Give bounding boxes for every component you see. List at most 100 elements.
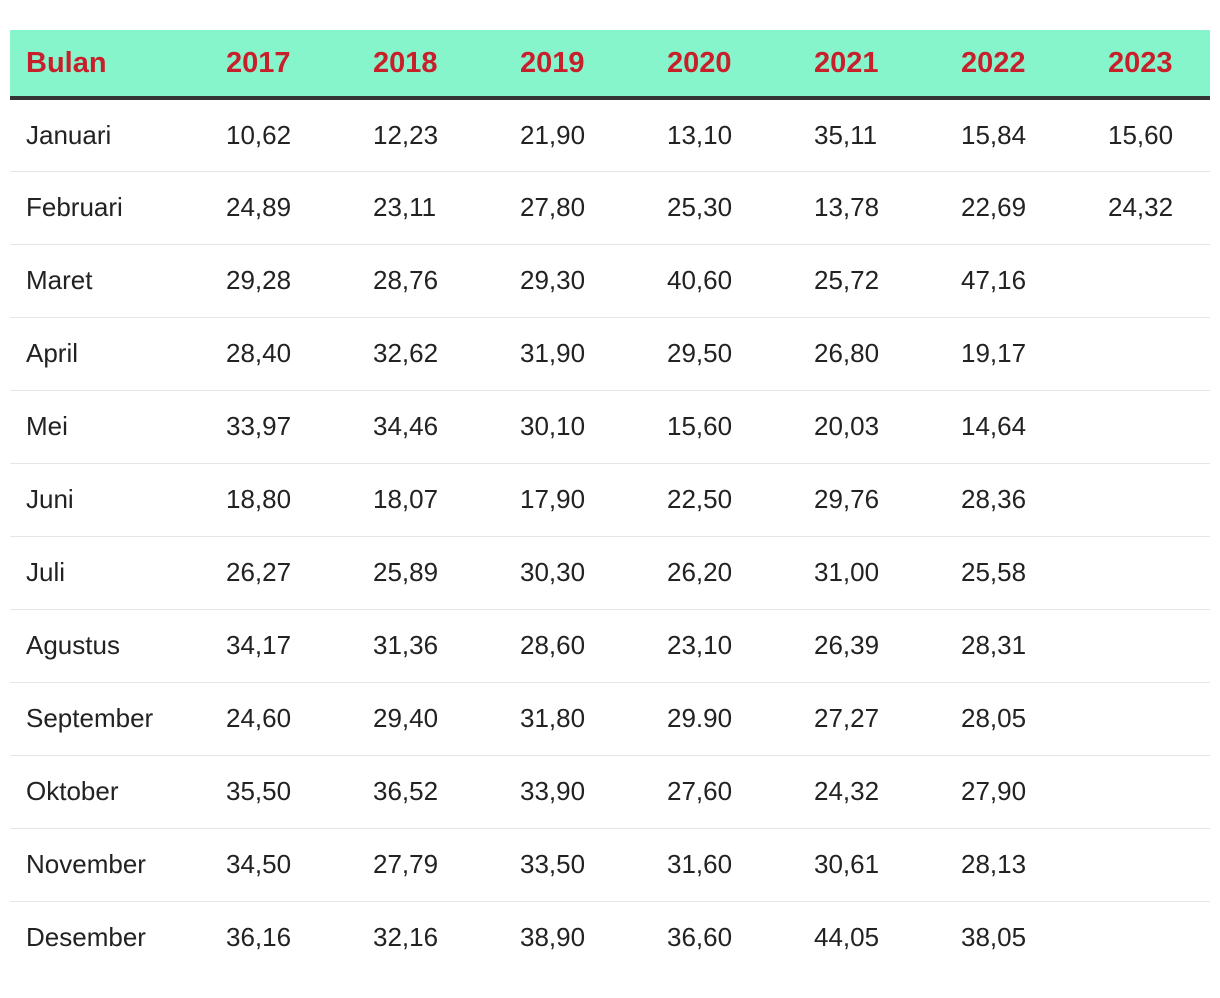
value-cell: 34,50 — [226, 849, 292, 879]
value-cell: 33,50 — [520, 849, 586, 879]
value-cell: 13,78 — [814, 192, 880, 222]
month-cell: Agustus — [26, 630, 120, 660]
value-cell — [1092, 828, 1210, 901]
value-cell: 31,60 — [667, 849, 733, 879]
table-row: Februari 24,89 23,11 27,80 25,30 13,78 22,69 24… — [10, 171, 1210, 244]
value-cell: 24,32 — [814, 776, 880, 806]
monthly-data-table: Bulan 2017 2018 2019 2020 2021 2022 2023… — [10, 30, 1210, 974]
value-cell: 26,80 — [814, 338, 880, 368]
value-cell — [1092, 755, 1210, 828]
value-cell: 15,60 — [667, 411, 733, 441]
value-cell: 26,27 — [226, 557, 292, 587]
month-cell: Juni — [26, 484, 74, 514]
month-cell: April — [26, 338, 79, 368]
value-cell: 33,90 — [520, 776, 586, 806]
value-cell: 22,69 — [961, 192, 1027, 222]
value-cell: 33,97 — [226, 411, 292, 441]
value-cell: 27,27 — [814, 703, 880, 733]
value-cell: 10,62 — [226, 119, 292, 150]
value-cell: 32,62 — [373, 338, 439, 368]
value-cell: 15,84 — [961, 119, 1027, 150]
value-cell: 29,50 — [667, 338, 733, 368]
value-cell: 30,30 — [520, 557, 586, 587]
value-cell — [1092, 682, 1210, 755]
month-cell: September — [26, 703, 154, 733]
value-cell: 14,64 — [961, 411, 1027, 441]
value-cell — [1092, 609, 1210, 682]
table-row: April 28,40 32,62 31,90 29,50 26,80 19,17 — [10, 317, 1210, 390]
value-cell: 23,10 — [667, 630, 733, 660]
value-cell: 32,16 — [373, 922, 439, 953]
month-cell: Oktober — [26, 776, 119, 806]
table-body: Januari 10,62 12,23 21,90 13,10 35,11 15,84 15,… — [10, 98, 1210, 974]
value-cell: 20,03 — [814, 411, 880, 441]
value-cell: 34,17 — [226, 630, 292, 660]
month-cell: November — [26, 849, 146, 879]
value-cell: 36,16 — [226, 922, 292, 953]
value-cell: 28,13 — [961, 849, 1027, 879]
value-cell: 28,40 — [226, 338, 292, 368]
value-cell: 30,10 — [520, 411, 586, 441]
value-cell: 28,36 — [961, 484, 1027, 514]
month-cell: Februari — [26, 192, 123, 222]
value-cell: 29,40 — [373, 703, 439, 733]
header-cell-year: 2023 — [1092, 30, 1210, 100]
value-cell: 36,52 — [373, 776, 439, 806]
table-row: Desember 36,16 32,16 38,90 36,60 44,05 38,05 — [10, 901, 1210, 974]
table-row: Maret 29,28 28,76 29,30 40,60 25,72 47,16 — [10, 244, 1210, 317]
value-cell: 38,05 — [961, 922, 1027, 953]
value-cell — [1092, 390, 1210, 463]
month-cell: Juli — [26, 557, 66, 587]
value-cell: 26,39 — [814, 630, 880, 660]
value-cell: 34,46 — [373, 411, 439, 441]
value-cell: 31,00 — [814, 557, 880, 587]
value-cell — [1092, 317, 1210, 390]
table-row: Januari 10,62 12,23 21,90 13,10 35,11 15,84 15,… — [10, 98, 1210, 171]
value-cell: 29,30 — [520, 265, 586, 295]
header-cell-year: 2017 — [210, 30, 357, 100]
value-cell: 29,28 — [226, 265, 292, 295]
table-row: Agustus 34,17 31,36 28,60 23,10 26,39 28,31 — [10, 609, 1210, 682]
value-cell: 29.90 — [667, 703, 733, 733]
value-cell: 28,05 — [961, 703, 1027, 733]
value-cell: 35,11 — [814, 119, 878, 150]
value-cell — [1092, 901, 1210, 974]
value-cell: 12,23 — [373, 119, 439, 150]
value-cell — [1092, 463, 1210, 536]
value-cell: 40,60 — [667, 265, 733, 295]
month-cell: Januari — [26, 119, 112, 150]
value-cell: 27,60 — [667, 776, 733, 806]
value-cell: 31,90 — [520, 338, 586, 368]
value-cell: 27,80 — [520, 192, 586, 222]
value-cell: 21,90 — [520, 119, 586, 150]
value-cell: 25,89 — [373, 557, 439, 587]
value-cell: 47,16 — [961, 265, 1027, 295]
value-cell: 13,10 — [667, 119, 733, 150]
value-cell — [1092, 244, 1210, 317]
value-cell: 28,31 — [961, 630, 1027, 660]
value-cell: 28,76 — [373, 265, 439, 295]
value-cell: 26,20 — [667, 557, 733, 587]
value-cell: 25,30 — [667, 192, 733, 222]
header-cell-year: 2019 — [504, 30, 651, 100]
value-cell: 35,50 — [226, 776, 292, 806]
header-row: Bulan 2017 2018 2019 2020 2021 2022 2023 — [10, 30, 1210, 100]
month-cell: Desember — [26, 922, 146, 953]
value-cell — [1092, 536, 1210, 609]
value-cell: 23,11 — [373, 192, 437, 222]
header-cell-year: 2018 — [357, 30, 504, 100]
table-row: Juli 26,27 25,89 30,30 26,20 31,00 25,58 — [10, 536, 1210, 609]
value-cell: 15,60 — [1108, 119, 1174, 150]
value-cell: 31,80 — [520, 703, 586, 733]
header-cell-year: 2022 — [945, 30, 1092, 100]
value-cell: 44,05 — [814, 922, 880, 953]
value-cell: 17,90 — [520, 484, 586, 514]
header-cell-month: Bulan — [10, 30, 210, 100]
table-row: Juni 18,80 18,07 17,90 22,50 29,76 28,36 — [10, 463, 1210, 536]
value-cell: 31,36 — [373, 630, 439, 660]
value-cell: 30,61 — [814, 849, 880, 879]
value-cell: 36,60 — [667, 922, 733, 953]
value-cell: 24,32 — [1108, 192, 1174, 222]
value-cell: 38,90 — [520, 922, 586, 953]
value-cell: 22,50 — [667, 484, 733, 514]
